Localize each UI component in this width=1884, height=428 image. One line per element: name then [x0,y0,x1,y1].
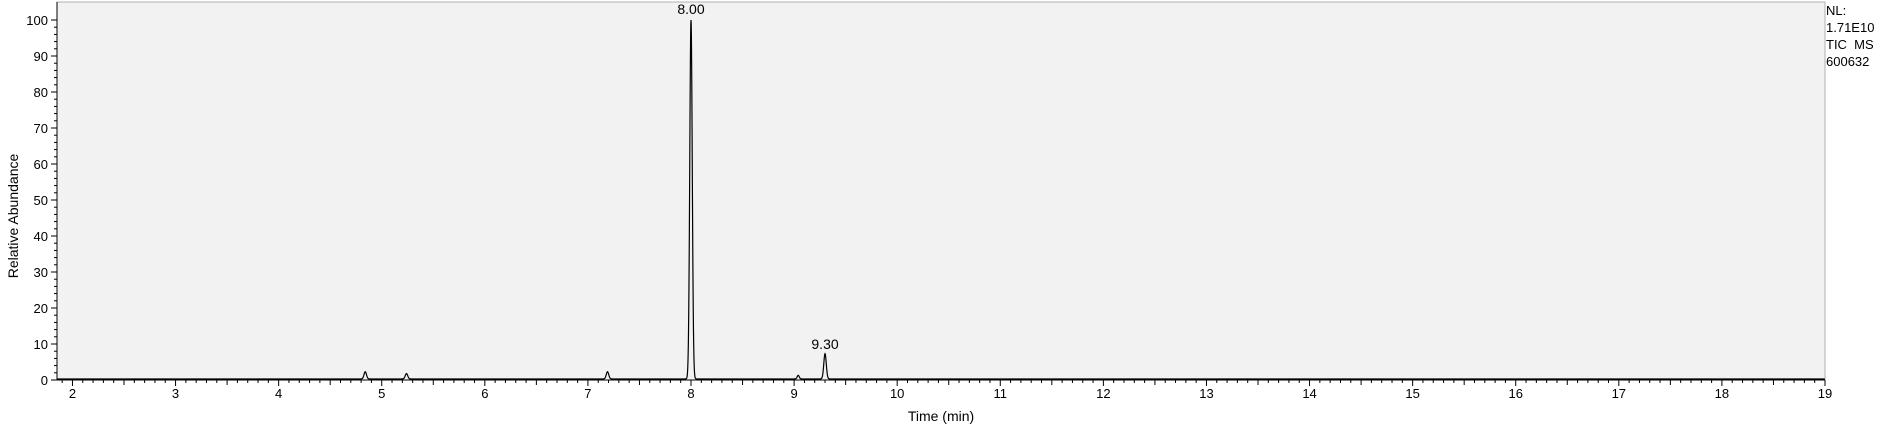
trace-info-panel: NL: 1.71E10 TIC MS 600632 [1826,2,1874,70]
x-tick-label: 11 [994,386,1008,401]
x-tick-label: 12 [1096,386,1110,401]
y-axis-title: Relative Abundance [5,154,21,279]
y-axis-ticks: 0 10 20 30 40 50 60 70 80 90 100 [26,13,57,388]
x-tick-label: 8 [687,386,694,401]
x-tick-label: 9 [790,386,797,401]
sample-id: 600632 [1826,54,1870,69]
y-tick-label: 70 [34,121,48,136]
y-tick-label: 0 [41,373,48,388]
y-tick-label: 100 [26,13,48,28]
x-tick-label: 10 [890,386,904,401]
peak-labels: 8.00 9.30 [677,1,838,352]
y-tick-label: 60 [34,157,48,172]
normalization-value: 1.71E10 [1826,20,1875,35]
x-tick-label: 2 [69,386,76,401]
x-axis-title: Time (min) [908,408,974,424]
x-tick-label: 13 [1199,386,1213,401]
x-tick-label: 3 [172,386,179,401]
x-tick-label: 19 [1818,386,1832,401]
x-tick-label: 18 [1715,386,1729,401]
y-tick-label: 10 [34,337,48,352]
x-axis-ticks: 2 3 4 5 6 7 8 9 10 11 12 13 14 15 16 17 18 19 [61,380,1832,401]
y-tick-label: 20 [34,301,48,316]
normalization-label: NL: [1826,3,1847,18]
y-tick-label: 30 [34,265,48,280]
x-tick-label: 5 [378,386,385,401]
x-tick-label: 16 [1508,386,1522,401]
plot-area [56,1,1826,381]
x-tick-label: 7 [584,386,591,401]
y-tick-label: 90 [34,49,48,64]
y-tick-label: 50 [34,193,48,208]
tic-trace [57,19,1825,380]
x-tick-label: 15 [1405,386,1419,401]
x-tick-label: 4 [275,386,282,401]
x-tick-label: 6 [481,386,488,401]
y-tick-label: 80 [34,85,48,100]
x-tick-label: 17 [1612,386,1626,401]
y-tick-label: 40 [34,229,48,244]
x-tick-label: 14 [1302,386,1316,401]
peak-label: 8.00 [677,1,704,17]
trace-type: TIC MS [1826,37,1874,52]
peak-label: 9.30 [811,336,838,352]
axes [56,2,1825,381]
